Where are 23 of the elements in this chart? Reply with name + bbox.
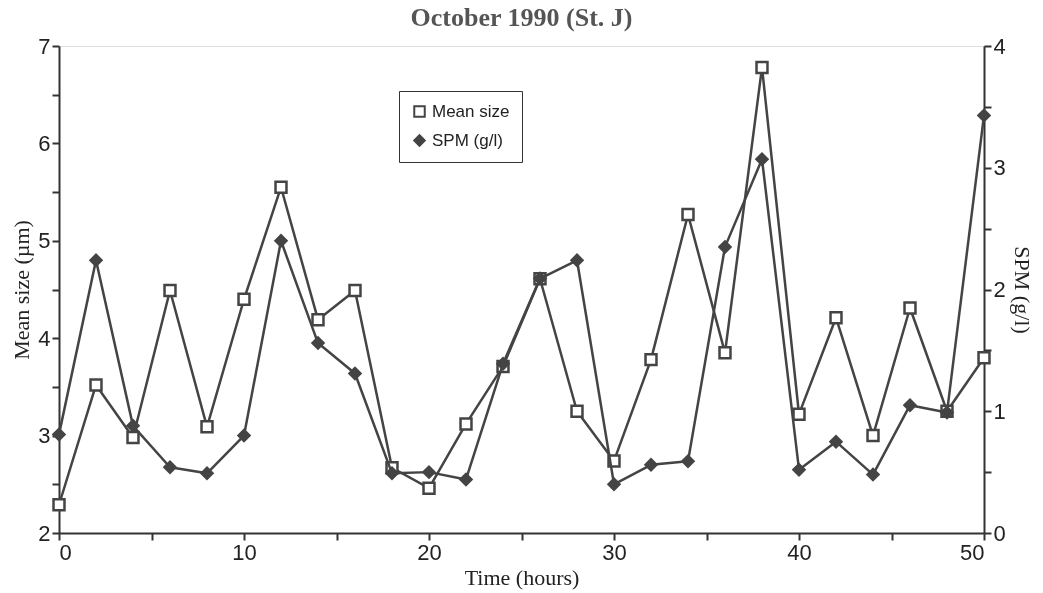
y-tick-label: 3 (38, 423, 51, 449)
x-tick-label: 10 (232, 539, 257, 565)
y-tick-label: 6 (38, 130, 51, 156)
y2-tick-label: 0 (993, 520, 1006, 546)
y2-tick-label: 1 (993, 398, 1006, 424)
y-tick-label: 2 (38, 520, 51, 546)
x-tick-label: 50 (960, 539, 985, 565)
y-tick-label: 7 (38, 33, 51, 59)
y-tick-label: 5 (38, 228, 51, 254)
x-tick-label: 40 (787, 539, 812, 565)
x-tick-label: 30 (602, 539, 627, 565)
y2-tick-label: 3 (993, 155, 1006, 181)
y-tick-label: 4 (38, 325, 51, 351)
y2-tick-label: 4 (993, 33, 1006, 59)
x-tick-label: 0 (59, 539, 72, 565)
y2-tick-label: 2 (993, 277, 1006, 302)
legend-label: Mean size (432, 101, 510, 121)
x-tick-label: 20 (417, 539, 442, 565)
chart-title: October 1990 (St. J) (410, 3, 633, 32)
y-axis-title: Mean size (µm) (9, 220, 35, 360)
legend-label: SPM (g/l) (432, 130, 503, 150)
y2-axis-title: SPM (g/l) (1009, 246, 1035, 334)
x-axis-title: Time (hours) (464, 564, 580, 590)
